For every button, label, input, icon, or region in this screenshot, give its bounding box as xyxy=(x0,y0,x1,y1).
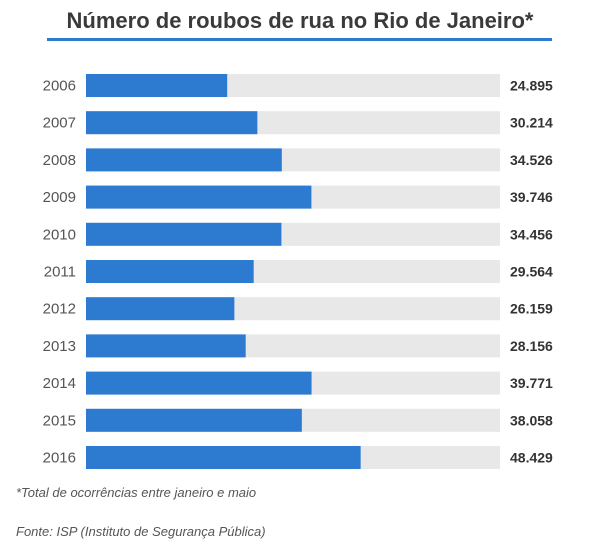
value-label: 34.456 xyxy=(510,226,553,242)
bar xyxy=(86,260,254,283)
bar-row-2015: 2015 38.058 xyxy=(43,408,553,432)
bar xyxy=(86,111,258,135)
bar xyxy=(86,334,246,358)
bar xyxy=(86,185,312,209)
value-label: 30.214 xyxy=(510,115,553,131)
category-label: 2010 xyxy=(43,226,76,243)
bar xyxy=(86,408,302,432)
source-note: Fonte: ISP (Instituto de Segurança Públi… xyxy=(16,524,266,539)
bar-row-2014: 2014 39.771 xyxy=(43,371,553,395)
value-label: 34.526 xyxy=(510,152,553,168)
bar-row-2016: 2016 48.429 xyxy=(43,446,553,469)
value-label: 29.564 xyxy=(510,264,553,280)
bar-row-2007: 2007 30.214 xyxy=(43,111,553,135)
bar-row-2013: 2013 28.156 xyxy=(43,334,553,358)
bar-chart: 2006 24.895 2007 30.214 2008 34.526 2009 39.746… xyxy=(43,74,553,469)
bar-row-2006: 2006 24.895 xyxy=(43,74,553,97)
bar xyxy=(86,222,282,246)
category-label: 2014 xyxy=(43,375,76,392)
bar xyxy=(86,446,361,469)
footnote: *Total de ocorrências entre janeiro e ma… xyxy=(16,485,257,500)
bar xyxy=(86,74,228,97)
value-label: 26.159 xyxy=(510,301,553,317)
value-label: 24.895 xyxy=(510,78,553,94)
chart-title: Número de roubos de rua no Rio de Janeir… xyxy=(66,8,534,33)
value-label: 39.771 xyxy=(510,375,553,391)
category-label: 2012 xyxy=(43,301,76,318)
category-label: 2008 xyxy=(43,152,76,169)
value-label: 48.429 xyxy=(510,450,553,466)
bar xyxy=(86,148,282,172)
bar-row-2010: 2010 34.456 xyxy=(43,222,553,246)
title-underline xyxy=(47,38,552,41)
category-label: 2007 xyxy=(43,115,76,132)
bar-row-2008: 2008 34.526 xyxy=(43,148,553,172)
bar-row-2012: 2012 26.159 xyxy=(43,297,553,321)
category-label: 2009 xyxy=(43,189,76,206)
category-label: 2016 xyxy=(43,450,76,467)
bar xyxy=(86,371,312,395)
bar xyxy=(86,297,235,321)
value-label: 39.746 xyxy=(510,189,553,205)
value-label: 38.058 xyxy=(510,412,553,428)
bar-row-2011: 2011 29.564 xyxy=(44,260,553,283)
bar-row-2009: 2009 39.746 xyxy=(43,185,553,209)
category-label: 2006 xyxy=(43,78,76,95)
category-label: 2015 xyxy=(43,412,76,429)
chart-title-container: Número de roubos de rua no Rio de Janeir… xyxy=(0,0,600,34)
value-label: 28.156 xyxy=(510,338,553,354)
category-label: 2013 xyxy=(43,338,76,355)
category-label: 2011 xyxy=(44,264,76,281)
